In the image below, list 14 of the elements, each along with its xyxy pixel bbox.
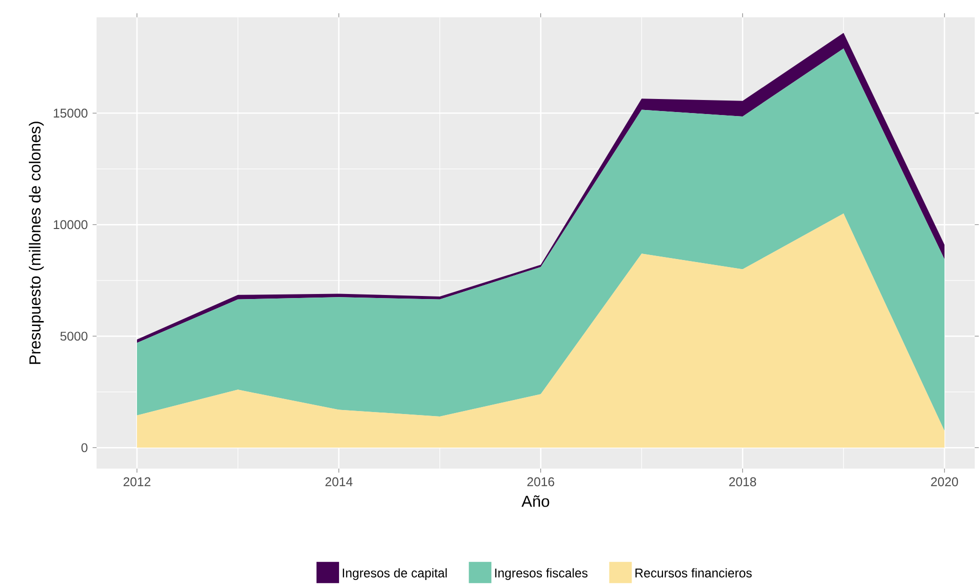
legend-label: Recursos financieros [635, 568, 752, 578]
x-tick-label: 2014 [325, 477, 352, 486]
y-tick-label: 5000 [60, 332, 88, 341]
y-tick-label: 0 [81, 443, 88, 452]
x-tick-label: 2016 [527, 477, 554, 486]
y-tick-label: 15000 [54, 108, 88, 118]
y-axis-title: Presupuesto (millones de colones) [28, 122, 44, 364]
x-tick-label: 2018 [729, 477, 756, 486]
legend-label: Ingresos fiscales [495, 568, 588, 580]
x-tick-label: 2020 [931, 477, 958, 486]
x-tick-label: 2012 [124, 477, 150, 486]
y-tick-label: 10000 [54, 220, 88, 230]
legend-label: Ingresos de capital [342, 568, 447, 580]
x-axis-title: Año [522, 495, 550, 508]
